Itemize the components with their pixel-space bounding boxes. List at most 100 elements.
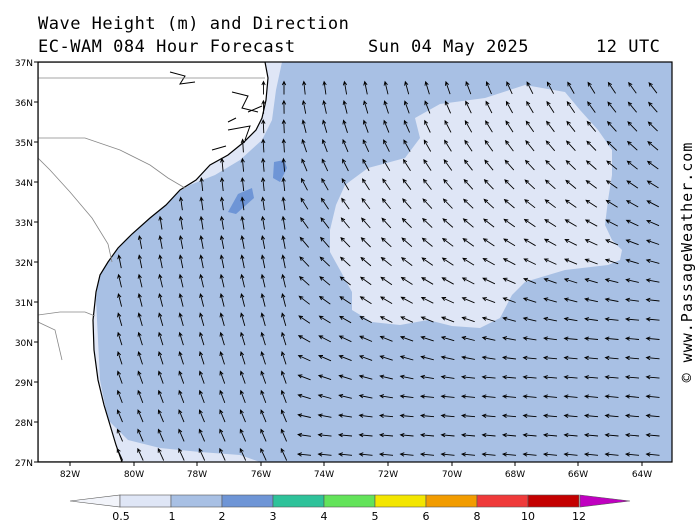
wave-arrow (624, 336, 640, 341)
wave-arrow (338, 374, 352, 380)
lon-label: 64W (632, 470, 652, 480)
legend-high-arrow (579, 494, 631, 508)
legend-label: 0.5 (112, 510, 130, 523)
wave-arrow (219, 447, 226, 461)
wave-arrow (564, 239, 578, 246)
wave-arrow (565, 159, 577, 171)
wave-arrow (318, 355, 332, 362)
wave-arrow (281, 254, 286, 269)
wave-arrow (441, 237, 454, 247)
wave-arrow (321, 138, 328, 153)
wave-arrow (604, 297, 619, 302)
wave-arrow (504, 139, 514, 152)
wave-arrow (321, 177, 329, 191)
wave-arrow (481, 452, 496, 457)
wave-arrow (320, 236, 330, 248)
wave-arrow (399, 355, 414, 361)
wave-arrow (604, 394, 619, 399)
wave-arrow (400, 276, 413, 285)
wave-arrow (648, 81, 658, 94)
wave-arrow (317, 452, 332, 457)
legend-color-cell (425, 494, 478, 508)
wave-arrow (358, 432, 373, 438)
wave-arrow (542, 375, 558, 380)
wave-arrow (421, 237, 433, 247)
wave-arrow (158, 312, 164, 327)
wave-arrow (481, 336, 496, 341)
wave-arrow (460, 452, 476, 457)
wave-arrow (462, 218, 474, 228)
wave-arrow (379, 394, 393, 399)
wave-arrow (137, 351, 143, 365)
wave-arrow (280, 428, 288, 442)
wave-arrow (465, 80, 472, 95)
legend-label: 1 (169, 510, 176, 523)
legend-color-cell (272, 494, 325, 508)
wave-arrow (341, 197, 350, 210)
wave-arrow (483, 198, 495, 209)
wave-arrow (420, 335, 434, 342)
wave-arrow (628, 81, 637, 94)
map-title: Wave Height (m) and Direction (38, 14, 350, 34)
lat-label: 29N (15, 379, 33, 389)
wave-arrow (543, 297, 557, 303)
wave-arrow (481, 394, 496, 399)
wave-arrow (363, 100, 369, 114)
legend-color-cell (323, 494, 376, 508)
wave-arrow (339, 315, 352, 324)
wave-arrow (240, 254, 245, 269)
wave-arrow (485, 100, 493, 114)
wave-arrow (605, 219, 619, 227)
wave-arrow (504, 179, 515, 190)
wave-arrow (566, 101, 576, 113)
wave-arrow (624, 452, 640, 457)
wave-arrow (157, 389, 164, 404)
wave-arrow (584, 297, 598, 303)
wave-arrow (419, 432, 435, 438)
wave-arrow (645, 258, 660, 264)
wave-arrow (645, 297, 660, 303)
wave-arrow (280, 447, 288, 461)
wave-arrow (338, 394, 352, 399)
wave-arrow (522, 355, 537, 361)
wave-arrow (281, 292, 287, 307)
wave-arrow (260, 331, 266, 346)
wave-arrow (542, 413, 558, 418)
wave-arrow (317, 393, 332, 399)
wave-arrow (137, 292, 143, 307)
wave-arrow (403, 119, 411, 133)
wave-arrow (219, 254, 225, 269)
wave-arrow (544, 179, 556, 190)
wave-arrow (281, 234, 286, 249)
wave-arrow (607, 101, 617, 113)
wave-arrow (501, 375, 517, 380)
wave-arrow (359, 335, 373, 342)
wave-arrow (605, 180, 618, 189)
wave-arrow (178, 370, 185, 384)
wave-arrow (219, 176, 225, 192)
lon-label: 66W (568, 470, 588, 480)
wave-arrow (219, 292, 225, 307)
wave-arrow (261, 138, 266, 153)
wave-arrow (646, 180, 659, 189)
wave-arrow (339, 296, 352, 305)
wave-arrow (116, 428, 124, 442)
wave-arrow (645, 432, 660, 438)
wave-arrow (423, 158, 432, 171)
wave-arrow (565, 140, 576, 152)
sea-offshore-05-1m-region (330, 85, 622, 328)
wave-arrow (318, 315, 331, 324)
wave-arrow (198, 389, 205, 404)
wave-arrow (524, 199, 536, 209)
wave-arrow (261, 119, 266, 134)
wave-arrow (240, 331, 246, 346)
wave-arrow (645, 375, 660, 380)
wave-arrow (320, 217, 330, 229)
wave-arrow (383, 139, 390, 152)
wave-arrow (321, 158, 329, 172)
wave-arrow (320, 197, 329, 210)
wave-arrow (199, 234, 204, 249)
wave-arrow (302, 80, 307, 95)
wave-arrow (567, 81, 575, 94)
wave-arrow (524, 159, 535, 171)
